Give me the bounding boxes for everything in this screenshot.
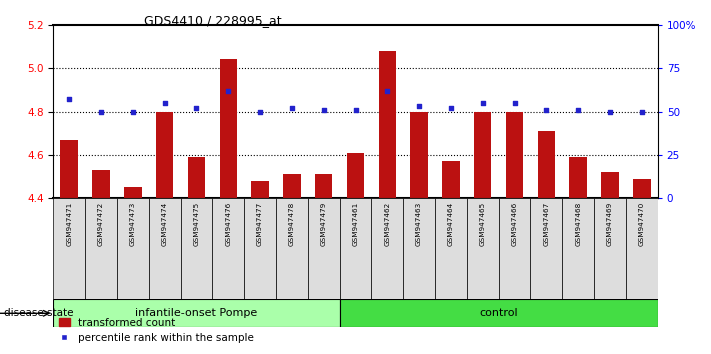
- Text: disease state: disease state: [4, 308, 73, 318]
- Text: GSM947463: GSM947463: [416, 201, 422, 246]
- Bar: [315, 175, 333, 198]
- Bar: [149, 198, 181, 299]
- Bar: [530, 198, 562, 299]
- Bar: [562, 198, 594, 299]
- Bar: [308, 198, 340, 299]
- Bar: [276, 198, 308, 299]
- Point: [223, 88, 234, 93]
- Point: [350, 107, 361, 113]
- Text: GSM947466: GSM947466: [511, 201, 518, 246]
- Bar: [60, 140, 78, 198]
- Bar: [251, 181, 269, 198]
- Bar: [435, 198, 467, 299]
- Text: GDS4410 / 228995_at: GDS4410 / 228995_at: [144, 14, 282, 27]
- Point: [572, 107, 584, 113]
- Bar: [220, 59, 237, 198]
- Point: [127, 109, 139, 114]
- Point: [382, 88, 393, 93]
- Bar: [188, 157, 205, 198]
- Bar: [124, 187, 141, 198]
- Text: GSM947465: GSM947465: [480, 201, 486, 246]
- Text: GSM947476: GSM947476: [225, 201, 231, 246]
- Bar: [570, 157, 587, 198]
- Bar: [378, 51, 396, 198]
- Point: [63, 97, 75, 102]
- Point: [191, 105, 202, 111]
- Bar: [602, 172, 619, 198]
- Legend: transformed count, percentile rank within the sample: transformed count, percentile rank withi…: [55, 314, 258, 347]
- Text: GSM947479: GSM947479: [321, 201, 326, 246]
- Text: GSM947477: GSM947477: [257, 201, 263, 246]
- Bar: [371, 198, 403, 299]
- Text: GSM947470: GSM947470: [638, 201, 645, 246]
- Text: GSM947464: GSM947464: [448, 201, 454, 246]
- Bar: [340, 198, 371, 299]
- Bar: [594, 198, 626, 299]
- Text: GSM947461: GSM947461: [353, 201, 358, 246]
- Bar: [442, 161, 460, 198]
- Text: GSM947473: GSM947473: [130, 201, 136, 246]
- Point: [287, 105, 298, 111]
- Text: GSM947467: GSM947467: [543, 201, 550, 246]
- Text: GSM947462: GSM947462: [385, 201, 390, 246]
- Text: GSM947475: GSM947475: [193, 201, 200, 246]
- Bar: [626, 198, 658, 299]
- Bar: [538, 131, 555, 198]
- Bar: [340, 299, 658, 327]
- Bar: [633, 179, 651, 198]
- Bar: [474, 112, 491, 198]
- Bar: [244, 198, 276, 299]
- Bar: [53, 198, 85, 299]
- Bar: [53, 299, 340, 327]
- Text: GSM947478: GSM947478: [289, 201, 295, 246]
- Point: [477, 100, 488, 106]
- Text: control: control: [479, 308, 518, 318]
- Point: [636, 109, 648, 114]
- Point: [159, 100, 171, 106]
- Text: infantile-onset Pompe: infantile-onset Pompe: [135, 308, 257, 318]
- Text: GSM947471: GSM947471: [66, 201, 73, 246]
- Bar: [283, 175, 301, 198]
- Text: GSM947472: GSM947472: [98, 201, 104, 246]
- Bar: [85, 198, 117, 299]
- Bar: [498, 198, 530, 299]
- Bar: [181, 198, 213, 299]
- Point: [509, 100, 520, 106]
- Text: GSM947468: GSM947468: [575, 201, 581, 246]
- Bar: [117, 198, 149, 299]
- Text: GSM947474: GSM947474: [161, 201, 168, 246]
- Point: [604, 109, 616, 114]
- Point: [540, 107, 552, 113]
- Bar: [156, 112, 173, 198]
- Point: [95, 109, 107, 114]
- Point: [413, 103, 424, 109]
- Bar: [506, 112, 523, 198]
- Bar: [347, 153, 364, 198]
- Bar: [467, 198, 498, 299]
- Point: [445, 105, 456, 111]
- Text: GSM947469: GSM947469: [607, 201, 613, 246]
- Point: [318, 107, 329, 113]
- Bar: [410, 112, 428, 198]
- Bar: [92, 170, 109, 198]
- Point: [255, 109, 266, 114]
- Bar: [213, 198, 244, 299]
- Bar: [403, 198, 435, 299]
